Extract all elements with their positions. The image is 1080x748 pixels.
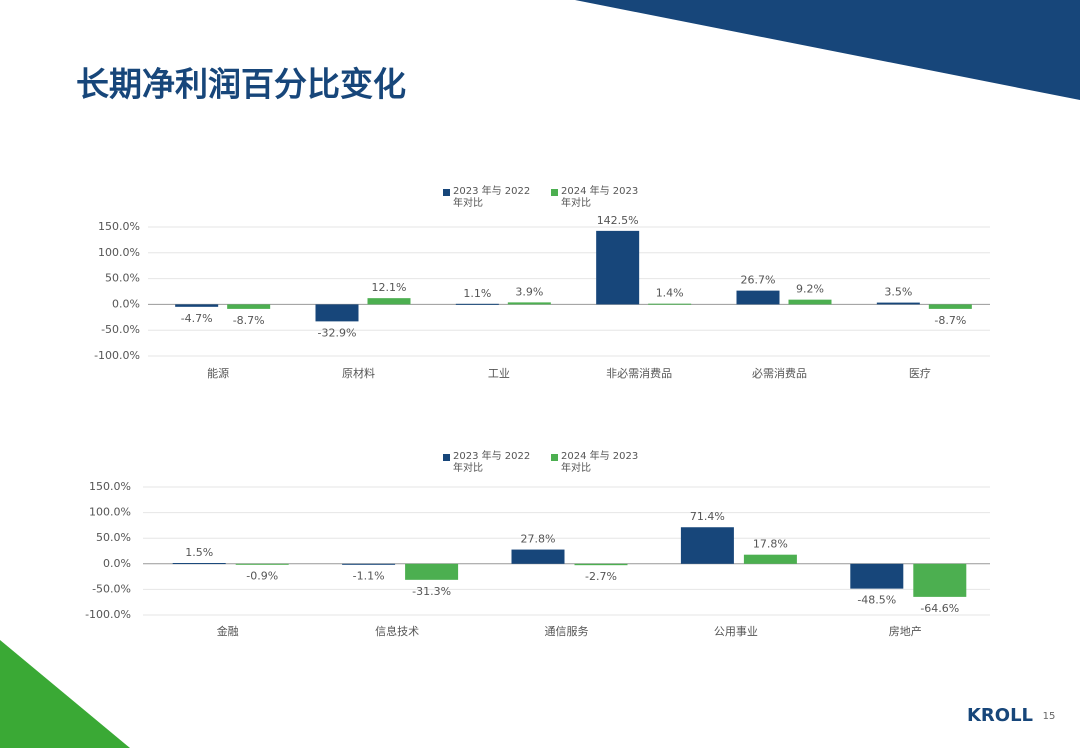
data-label: 17.8% <box>753 538 788 551</box>
x-tick-label: 原材料 <box>342 366 375 380</box>
data-label: 27.8% <box>521 533 556 546</box>
y-tick-label: 50.0% <box>105 272 140 285</box>
data-label: 9.2% <box>796 283 824 296</box>
x-tick-label: 能源 <box>207 366 229 380</box>
y-tick-label: 50.0% <box>96 531 131 544</box>
data-label: 26.7% <box>741 274 776 287</box>
data-label: -2.7% <box>585 570 617 583</box>
data-label: -0.9% <box>246 569 278 582</box>
data-label: -32.9% <box>318 326 357 339</box>
data-label: -1.1% <box>353 569 385 582</box>
legend-item: 2024 年与 2023 年对比 <box>551 186 651 210</box>
data-label: 1.4% <box>656 287 684 300</box>
data-label: 3.5% <box>884 286 912 299</box>
bar <box>175 304 219 307</box>
y-tick-label: 150.0% <box>89 480 131 493</box>
data-label: -8.7% <box>233 314 265 327</box>
logo: KROLL <box>967 705 1033 726</box>
bar <box>743 554 797 564</box>
y-tick-label: -50.0% <box>101 323 140 336</box>
y-tick-label: -100.0% <box>94 349 140 362</box>
bar <box>680 527 734 564</box>
corner-decoration <box>575 0 1080 100</box>
data-label: 71.4% <box>690 510 725 523</box>
y-tick-label: 0.0% <box>112 297 140 310</box>
bar <box>648 303 692 305</box>
legend-item: 2024 年与 2023 年对比 <box>551 451 651 475</box>
bar <box>342 563 396 565</box>
y-tick-label: -50.0% <box>92 582 131 595</box>
bar <box>367 298 411 305</box>
x-tick-label: 非必需消费品 <box>606 366 672 380</box>
x-tick-label: 房地产 <box>889 624 922 638</box>
x-tick-label: 工业 <box>488 367 510 380</box>
legend-label: 2024 年与 2023 年对比 <box>561 451 639 474</box>
data-label: 1.5% <box>185 546 213 559</box>
legend: 2023 年与 2022 年对比 2024 年与 2023 年对比 <box>443 451 651 475</box>
legend-label: 2023 年与 2022 年对比 <box>453 451 531 474</box>
slide-title: 长期净利润百分比变化 <box>76 65 406 104</box>
bar <box>850 563 904 589</box>
x-tick-label: 公用事业 <box>714 625 758 638</box>
bar <box>315 304 359 322</box>
bar <box>788 299 832 305</box>
legend-item: 2023 年与 2022 年对比 <box>443 186 543 210</box>
bar <box>172 563 226 565</box>
y-tick-label: 150.0% <box>98 220 140 233</box>
corner-decoration <box>0 640 130 748</box>
bar <box>511 549 565 564</box>
x-tick-label: 医疗 <box>909 366 931 380</box>
legend: 2023 年与 2022 年对比 2024 年与 2023 年对比 <box>443 186 651 210</box>
bar <box>235 563 289 565</box>
data-label: 1.1% <box>463 287 491 300</box>
x-tick-label: 通信服务 <box>545 625 589 638</box>
legend-swatch <box>443 454 450 461</box>
bar <box>455 303 499 305</box>
legend-item: 2023 年与 2022 年对比 <box>443 451 543 475</box>
bar <box>227 304 271 309</box>
x-tick-label: 信息技术 <box>375 624 419 638</box>
bar <box>405 563 459 580</box>
x-tick-label: 必需消费品 <box>752 366 807 380</box>
data-label: -31.3% <box>412 585 451 598</box>
legend-swatch <box>443 189 450 196</box>
data-label: 3.9% <box>515 285 543 298</box>
bar <box>876 302 920 305</box>
page-number: 15 <box>1043 711 1056 722</box>
legend-label: 2024 年与 2023 年对比 <box>561 186 639 209</box>
data-label: 12.1% <box>372 281 407 294</box>
legend-swatch <box>551 454 558 461</box>
legend-swatch <box>551 189 558 196</box>
y-tick-label: 100.0% <box>98 246 140 259</box>
data-label: -8.7% <box>934 314 966 327</box>
bar <box>596 230 640 305</box>
y-tick-label: -100.0% <box>85 608 131 621</box>
bar <box>736 290 780 305</box>
bar <box>574 563 628 566</box>
bar <box>913 563 967 597</box>
legend-label: 2023 年与 2022 年对比 <box>453 186 531 209</box>
y-tick-label: 100.0% <box>89 506 131 519</box>
data-label: -4.7% <box>181 312 213 325</box>
data-label: -64.6% <box>920 602 959 615</box>
bar <box>507 302 551 305</box>
x-tick-label: 金融 <box>217 624 239 638</box>
bar <box>928 304 972 309</box>
data-label: -48.5% <box>857 594 896 607</box>
data-label: 142.5% <box>597 214 639 227</box>
y-tick-label: 0.0% <box>103 557 131 570</box>
